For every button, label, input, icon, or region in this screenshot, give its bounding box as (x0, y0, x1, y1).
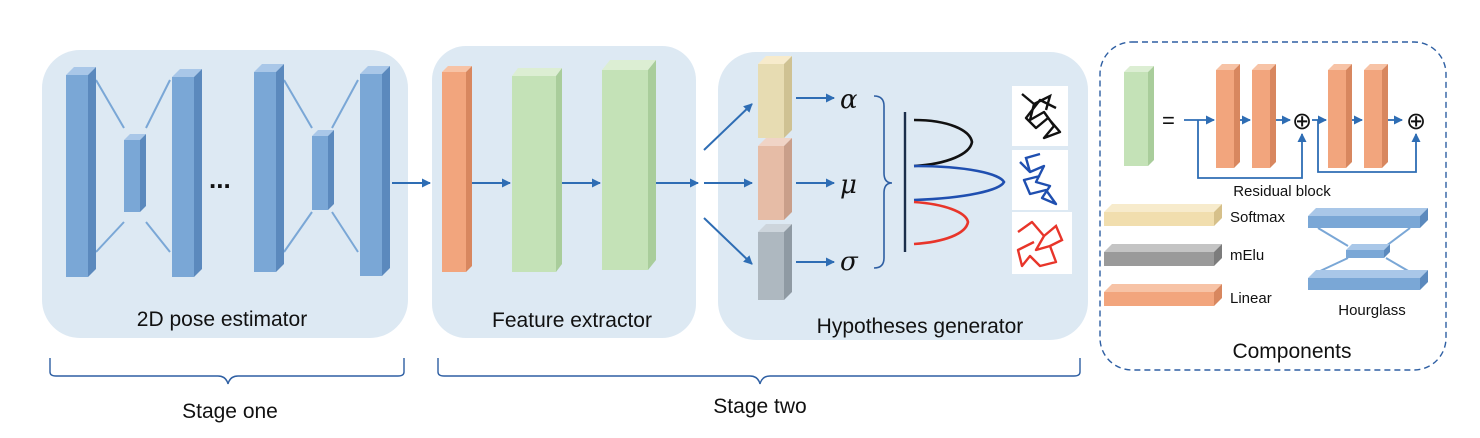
linear-legend-label: Linear (1230, 290, 1272, 307)
output-bracket (873, 95, 893, 269)
stage-one-bracket (49, 358, 405, 385)
stage-two-bracket (437, 358, 1081, 385)
hypotheses-generator-panel (718, 52, 1088, 340)
arrow-to-sigma-block (703, 217, 753, 265)
hypotheses-blocks (758, 56, 792, 300)
pose-skeleton-blue-icon (1012, 150, 1068, 210)
components-panel (1099, 41, 1447, 371)
pose-estimator-panel (42, 50, 408, 338)
linear-legend-swatch (1104, 284, 1222, 306)
pose-estimator-label: 2D pose estimator (137, 308, 307, 331)
softmax-legend-swatch (1104, 204, 1222, 226)
hourglass-legend-icon (1308, 208, 1428, 290)
residual-block-label: Residual block (1233, 183, 1331, 200)
arrow-to-alpha-block (703, 103, 753, 151)
hypotheses-generator-label: Hypotheses generator (817, 315, 1024, 338)
alpha-symbol: α (840, 85, 858, 115)
residual-add-1-icon: ⊕ (1292, 108, 1312, 135)
pose-skeleton-red-icon (1012, 212, 1072, 274)
ellipsis: ... (209, 164, 231, 194)
green-block-legend (1124, 66, 1154, 166)
sigma-symbol: σ (840, 247, 859, 277)
mu-symbol: μ (840, 170, 857, 200)
feature-extractor-label: Feature extractor (492, 309, 652, 332)
feature-extractor-blocks (442, 60, 656, 272)
pose-skeleton-black-icon (1012, 86, 1068, 146)
hourglass-legend-label: Hourglass (1338, 302, 1406, 319)
mixture-density-curves (903, 112, 1006, 252)
components-title: Components (1232, 340, 1351, 363)
melu-legend-swatch (1104, 244, 1222, 266)
stage-one-label: Stage one (182, 400, 278, 423)
equals-sign: = (1162, 108, 1175, 133)
stage-two-label: Stage two (713, 395, 806, 418)
melu-legend-label: mElu (1230, 247, 1264, 264)
residual-add-2-icon: ⊕ (1406, 108, 1426, 135)
pose-estimator-blocks (66, 64, 390, 277)
softmax-legend-label: Softmax (1230, 209, 1286, 226)
residual-block-diagram (1184, 64, 1421, 179)
